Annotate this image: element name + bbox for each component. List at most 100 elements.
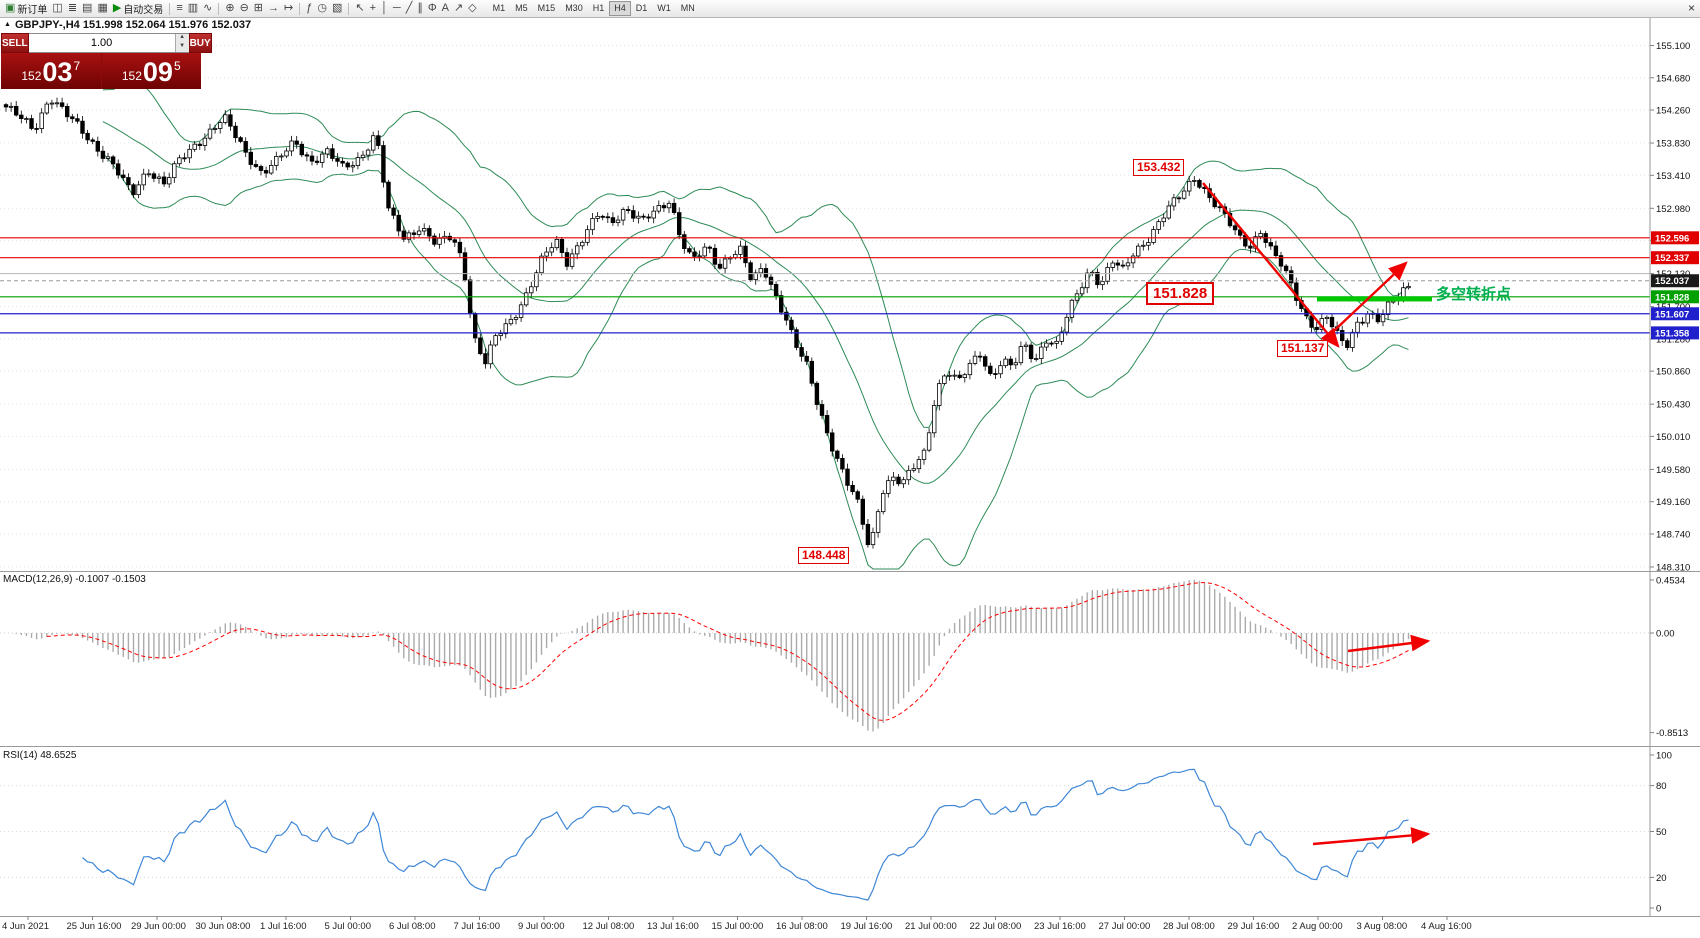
bid-price-button[interactable]: 152 03 7: [1, 53, 101, 89]
volume-box: ▲ ▼: [28, 33, 189, 53]
annotation-peak-label: 153.432: [1133, 159, 1185, 176]
sell-button[interactable]: SELL: [1, 33, 29, 53]
vertical-line-icon[interactable]: │: [379, 1, 390, 16]
bid-point: 7: [73, 59, 81, 73]
channel-icon: ∥: [417, 2, 423, 14]
candlestick-chart-icon[interactable]: ▥: [186, 1, 200, 16]
timeframe-button-MN[interactable]: MN: [680, 3, 695, 13]
autotrading-label: 自动交易: [123, 5, 164, 16]
svg-text:150.860: 150.860: [1656, 367, 1690, 378]
timeframe-button-H1[interactable]: H1: [592, 3, 605, 13]
svg-text:151.828: 151.828: [1655, 292, 1689, 303]
svg-text:151.358: 151.358: [1655, 328, 1689, 339]
svg-text:25 Jun 16:00: 25 Jun 16:00: [67, 921, 122, 932]
svg-text:12 Jul 08:00: 12 Jul 08:00: [583, 921, 635, 932]
periods-icon[interactable]: ◷: [315, 1, 329, 16]
chart-window-icon[interactable]: ◫: [50, 1, 64, 16]
zoom-out-icon[interactable]: ⊖: [238, 1, 251, 16]
symbol-info: GBPJPY-,H4 151.998 152.064 151.976 152.0…: [15, 19, 252, 31]
timeframe-button-M1[interactable]: M1: [492, 3, 506, 13]
auto-scroll-icon[interactable]: →: [266, 1, 281, 16]
toolbar-separator: [218, 2, 220, 15]
ask-prefix: 152: [121, 69, 142, 83]
crosshair-icon[interactable]: +: [368, 1, 378, 16]
channel-icon[interactable]: ∥: [415, 1, 425, 16]
shapes-icon[interactable]: ◇: [466, 1, 478, 16]
toolbar-separator: [299, 2, 301, 15]
market-watch-icon[interactable]: ≣: [66, 1, 79, 16]
svg-text:155.100: 155.100: [1656, 41, 1690, 52]
svg-text:29 Jun 00:00: 29 Jun 00:00: [131, 921, 186, 932]
svg-text:149.160: 149.160: [1656, 497, 1690, 508]
timeframe-button-W1[interactable]: W1: [657, 3, 671, 13]
svg-text:151.607: 151.607: [1655, 309, 1689, 320]
bar-chart-icon[interactable]: ≡: [174, 1, 184, 16]
buy-button[interactable]: BUY: [188, 33, 212, 53]
timeframe-button-M30[interactable]: M30: [565, 3, 583, 13]
volume-input[interactable]: [28, 34, 175, 52]
templates-icon[interactable]: ▧: [330, 1, 344, 16]
volume-down-icon[interactable]: ▼: [175, 43, 189, 52]
horizontal-line-icon: ─: [392, 2, 401, 14]
trendline-icon[interactable]: ╱: [404, 1, 415, 16]
svg-text:3 Aug 08:00: 3 Aug 08:00: [1357, 921, 1408, 932]
timeframe-button-M5[interactable]: M5: [515, 3, 528, 13]
svg-text:100: 100: [1656, 751, 1672, 762]
fibonacci-icon[interactable]: Φ: [426, 1, 439, 16]
autotrading-icon[interactable]: ▶ 自动交易: [111, 1, 165, 16]
svg-text:20: 20: [1656, 873, 1667, 884]
svg-text:153.410: 153.410: [1656, 171, 1690, 182]
close-icon[interactable]: ×: [1687, 1, 1695, 15]
timeframe-button-D1[interactable]: D1: [635, 3, 648, 13]
horizontal-line-icon[interactable]: ─: [391, 1, 403, 16]
timeframe-button-H4[interactable]: H4: [609, 1, 631, 16]
svg-text:150.430: 150.430: [1656, 400, 1690, 411]
periods-icon: ◷: [317, 2, 327, 14]
arrows-icon[interactable]: ↗: [452, 1, 465, 16]
svg-text:15 Jul 00:00: 15 Jul 00:00: [712, 921, 764, 932]
toolbar-icons: ▣ 新订单 ◫ ≣ ▤ ▦ ▶ 自动交易 ≡ ▥ ∿ ⊕ ⊖ ⊞ → ↦ ƒ ◷ ▧ ↖ + │ ─ ╱ ∥ Φ A ↗ ◇: [3, 1, 479, 16]
svg-text:4 Jun 2021: 4 Jun 2021: [2, 921, 49, 932]
new-order-icon: ▣: [5, 2, 16, 14]
text-icon[interactable]: A: [440, 1, 451, 16]
candlestick-chart-icon: ▥: [187, 2, 199, 14]
timeframe-button-M15[interactable]: M15: [537, 3, 556, 13]
svg-text:13 Jul 16:00: 13 Jul 16:00: [647, 921, 699, 932]
svg-text:154.680: 154.680: [1656, 73, 1690, 84]
panel-collapse-icon[interactable]: ▲: [4, 21, 11, 28]
navigator-icon[interactable]: ▤: [80, 1, 94, 16]
svg-text:50: 50: [1656, 827, 1667, 838]
svg-text:30 Jun 08:00: 30 Jun 08:00: [196, 921, 251, 932]
svg-text:152.980: 152.980: [1656, 204, 1690, 215]
indicators-icon[interactable]: ƒ: [304, 1, 314, 16]
svg-text:150.010: 150.010: [1656, 432, 1690, 443]
svg-text:28 Jul 08:00: 28 Jul 08:00: [1163, 921, 1215, 932]
terminal-icon[interactable]: ▦: [95, 1, 109, 16]
tile-windows-icon[interactable]: ⊞: [252, 1, 265, 16]
autotrading-icon: ▶: [112, 2, 122, 14]
svg-text:152.596: 152.596: [1655, 233, 1689, 244]
svg-text:7 Jul 16:00: 7 Jul 16:00: [454, 921, 500, 932]
volume-up-icon[interactable]: ▲: [175, 34, 189, 43]
arrows-icon: ↗: [453, 2, 464, 14]
shapes-icon: ◇: [468, 2, 477, 14]
chart-shift-icon[interactable]: ↦: [282, 1, 295, 16]
svg-text:148.740: 148.740: [1656, 529, 1690, 540]
auto-scroll-icon: →: [268, 2, 280, 14]
svg-text:2 Aug 00:00: 2 Aug 00:00: [1292, 921, 1343, 932]
zoom-in-icon[interactable]: ⊕: [223, 1, 236, 16]
line-chart-icon[interactable]: ∿: [201, 1, 214, 16]
terminal-icon: ▦: [97, 2, 108, 14]
crosshair-icon: +: [369, 2, 377, 14]
volume-stepper: ▲ ▼: [174, 34, 189, 52]
cursor-icon[interactable]: ↖: [353, 1, 366, 16]
new-order-icon[interactable]: ▣ 新订单: [3, 1, 49, 16]
svg-text:154.260: 154.260: [1656, 106, 1690, 117]
ask-price-button[interactable]: 152 09 5: [100, 53, 202, 89]
timeframe-group: M1 M5 M15 M30 H1 H4 D1 W1 MN: [488, 1, 700, 16]
templates-icon: ▧: [331, 2, 343, 14]
toolbar: ▣ 新订单 ◫ ≣ ▤ ▦ ▶ 自动交易 ≡ ▥ ∿ ⊕ ⊖ ⊞ → ↦ ƒ ◷ ▧ ↖ + │ ─ ╱ ∥ Φ A ↗ ◇ M1 M5 M…: [0, 0, 1700, 18]
chart-window-icon: ◫: [52, 2, 63, 14]
